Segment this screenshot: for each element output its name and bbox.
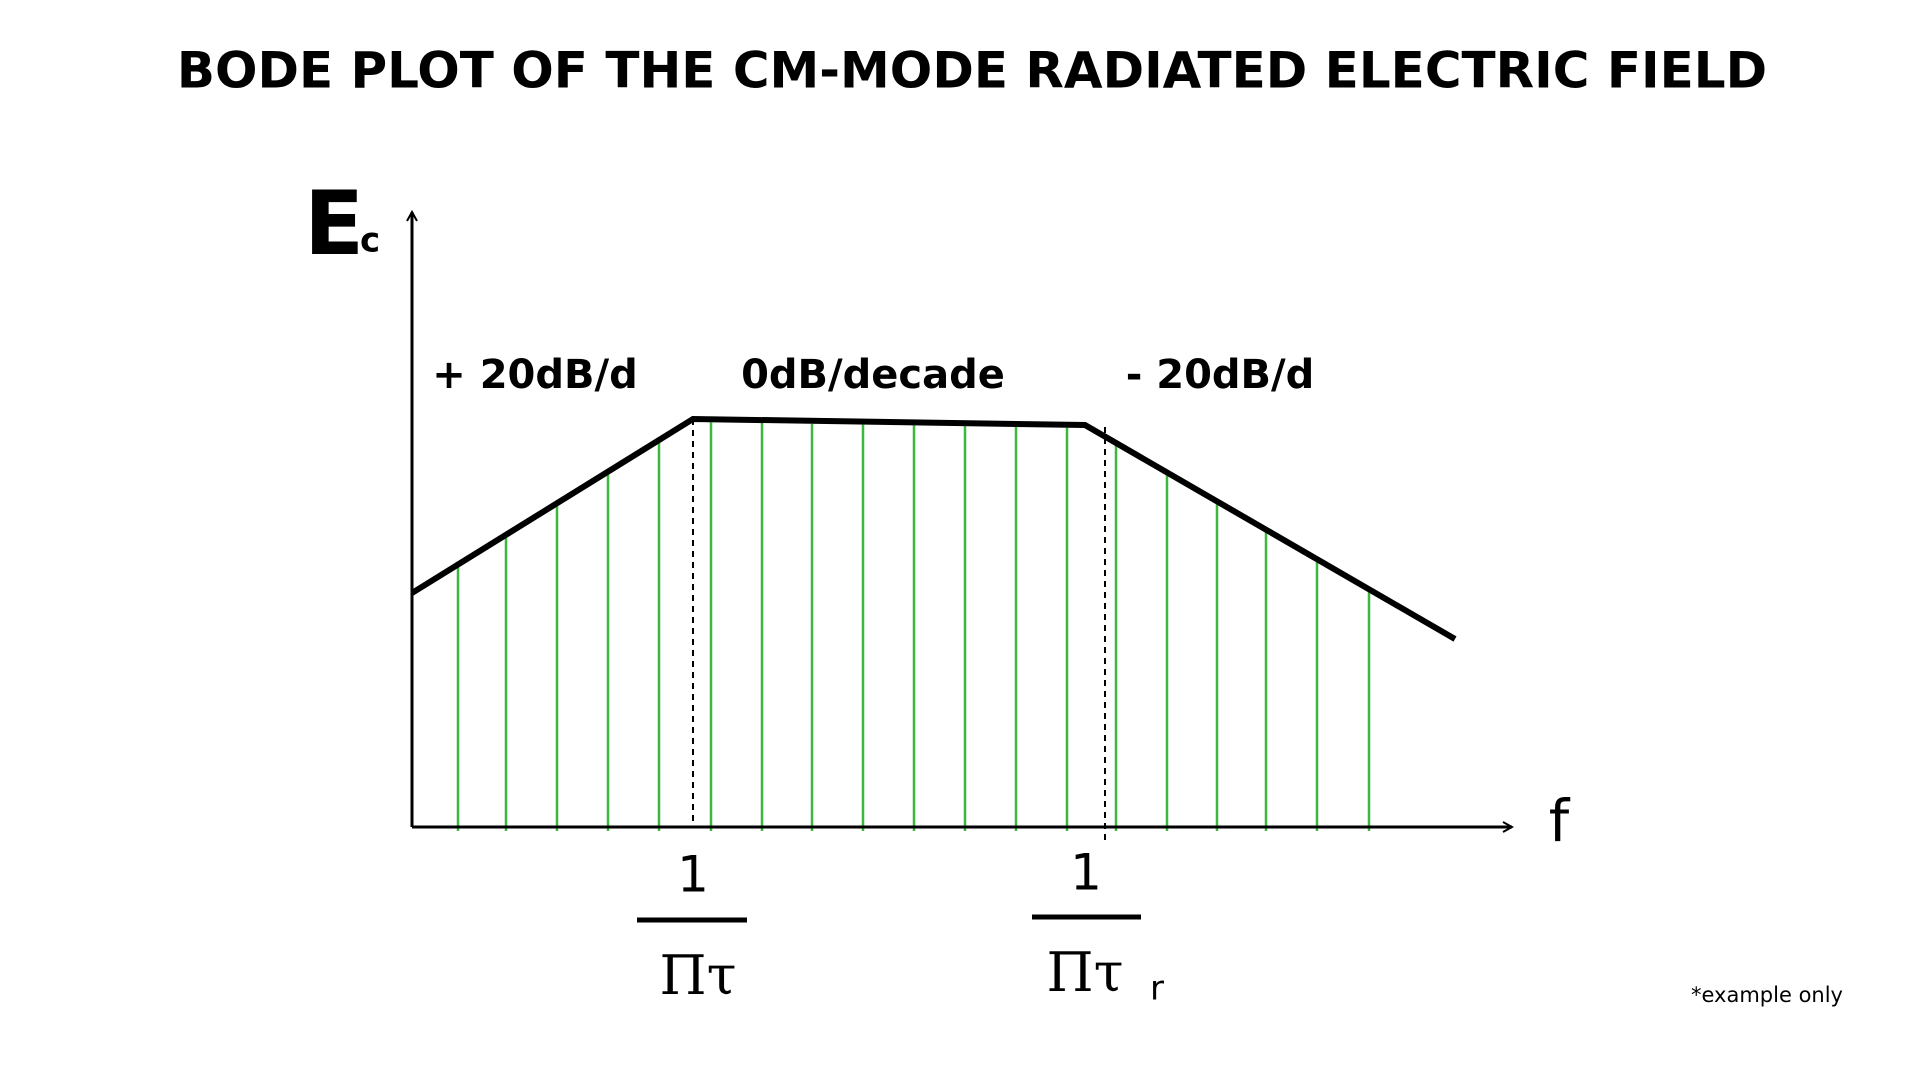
hatching bbox=[456, 422, 1371, 831]
x-axis-symbol: f bbox=[1549, 787, 1571, 855]
slope-label: + 20dB/d bbox=[432, 352, 637, 398]
title: BODE PLOT OF THE CM-MODE RADIATED ELECTR… bbox=[177, 42, 1767, 100]
fraction-denominator: Πτ bbox=[1047, 941, 1124, 1004]
fraction-numerator: 1 bbox=[1070, 844, 1102, 902]
fraction-subscript: r bbox=[1150, 969, 1164, 1009]
bode-curve bbox=[410, 415, 1457, 642]
y-axis-symbol: E bbox=[304, 172, 364, 275]
footnote: *example only bbox=[1691, 983, 1843, 1007]
fraction-denominator: Πτ bbox=[660, 944, 737, 1007]
slope-label: - 20dB/d bbox=[1126, 352, 1315, 398]
slope-label: 0dB/decade bbox=[741, 352, 1005, 398]
fraction-numerator: 1 bbox=[677, 846, 709, 904]
y-axis-subscript: c bbox=[360, 221, 380, 261]
